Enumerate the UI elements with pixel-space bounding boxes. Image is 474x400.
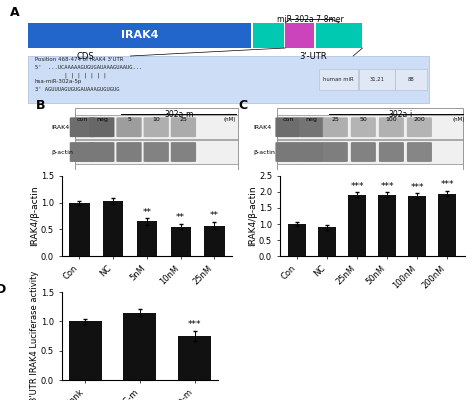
- Text: ***: ***: [380, 182, 394, 191]
- Text: con: con: [282, 117, 293, 122]
- Text: IRAK4: IRAK4: [120, 30, 158, 40]
- FancyBboxPatch shape: [394, 69, 427, 90]
- FancyBboxPatch shape: [28, 23, 251, 48]
- FancyBboxPatch shape: [117, 117, 142, 137]
- Bar: [288, 224, 306, 256]
- FancyBboxPatch shape: [407, 142, 432, 162]
- Y-axis label: IRAK4/β-actin: IRAK4/β-actin: [248, 186, 257, 246]
- Text: 200: 200: [414, 117, 425, 122]
- Text: (nM): (nM): [452, 117, 465, 122]
- FancyBboxPatch shape: [89, 117, 114, 137]
- Bar: [69, 203, 90, 256]
- FancyBboxPatch shape: [28, 56, 429, 103]
- FancyBboxPatch shape: [379, 142, 404, 162]
- FancyBboxPatch shape: [144, 142, 169, 162]
- Bar: [137, 221, 157, 256]
- Text: A: A: [10, 6, 20, 19]
- Y-axis label: 3'UTR IRAK4 Luciferase activity: 3'UTR IRAK4 Luciferase activity: [30, 270, 39, 400]
- Text: C: C: [238, 99, 247, 112]
- Text: 31.21: 31.21: [369, 77, 384, 82]
- Text: 3'-UTR: 3'-UTR: [299, 52, 327, 61]
- FancyBboxPatch shape: [89, 142, 114, 162]
- Bar: [378, 194, 396, 256]
- Bar: [171, 227, 191, 256]
- Text: 25: 25: [331, 117, 339, 122]
- FancyBboxPatch shape: [351, 142, 376, 162]
- Text: CDS: CDS: [77, 52, 95, 61]
- Text: **: **: [143, 208, 151, 216]
- FancyBboxPatch shape: [70, 117, 95, 137]
- Y-axis label: IRAK4/β-actin: IRAK4/β-actin: [30, 186, 39, 246]
- FancyBboxPatch shape: [407, 117, 432, 137]
- FancyBboxPatch shape: [275, 117, 301, 137]
- Text: 5: 5: [127, 117, 131, 122]
- FancyBboxPatch shape: [316, 23, 363, 48]
- FancyBboxPatch shape: [323, 142, 348, 162]
- Text: 25: 25: [180, 117, 187, 122]
- Text: miR-302a 7-8mer: miR-302a 7-8mer: [277, 15, 344, 24]
- Text: ***: ***: [350, 182, 364, 191]
- Text: β-actin: β-actin: [51, 150, 73, 154]
- Text: 3' AGUUUAGUGUGAUAAAGUGUGUG: 3' AGUUUAGUGUGAUAAAGUGUGUG: [35, 87, 119, 92]
- FancyBboxPatch shape: [70, 142, 95, 162]
- FancyBboxPatch shape: [285, 23, 314, 48]
- FancyBboxPatch shape: [74, 140, 238, 164]
- Text: human miR: human miR: [323, 77, 354, 82]
- Bar: [103, 201, 123, 256]
- Text: D: D: [0, 283, 6, 296]
- FancyBboxPatch shape: [359, 69, 394, 90]
- Text: ***: ***: [440, 180, 454, 190]
- Text: neg: neg: [96, 117, 108, 122]
- FancyBboxPatch shape: [323, 117, 348, 137]
- Bar: [438, 194, 456, 256]
- Text: ***: ***: [410, 183, 424, 192]
- FancyBboxPatch shape: [144, 117, 169, 137]
- Text: **: **: [176, 213, 185, 222]
- FancyBboxPatch shape: [319, 69, 358, 90]
- Text: B: B: [36, 99, 45, 112]
- FancyBboxPatch shape: [277, 140, 463, 164]
- Bar: [408, 196, 426, 256]
- Text: 10: 10: [152, 117, 160, 122]
- Bar: [178, 336, 211, 380]
- Text: ***: ***: [188, 320, 201, 329]
- Text: β-actin: β-actin: [254, 150, 275, 154]
- Bar: [69, 321, 101, 380]
- Text: 50: 50: [359, 117, 367, 122]
- Text: IRAK4: IRAK4: [254, 125, 272, 130]
- Text: IRAK4: IRAK4: [51, 125, 70, 130]
- Bar: [123, 312, 156, 380]
- Text: | | | | | | |: | | | | | | |: [35, 72, 106, 78]
- Text: con: con: [77, 117, 88, 122]
- Text: Position 468-474 of IRAK4 3'UTR: Position 468-474 of IRAK4 3'UTR: [35, 56, 123, 62]
- FancyBboxPatch shape: [277, 108, 463, 170]
- FancyBboxPatch shape: [253, 23, 284, 48]
- FancyBboxPatch shape: [117, 142, 142, 162]
- Text: (nM): (nM): [224, 117, 236, 122]
- Text: 302a-m: 302a-m: [165, 110, 194, 119]
- FancyBboxPatch shape: [74, 116, 238, 139]
- Bar: [204, 226, 225, 256]
- Bar: [318, 227, 336, 256]
- Bar: [348, 194, 366, 256]
- Text: 100: 100: [385, 117, 397, 122]
- Text: neg: neg: [306, 117, 318, 122]
- FancyBboxPatch shape: [74, 108, 238, 170]
- Text: 5'  ...UCAAAAAGUGUGAUAAAGUAAUG...: 5' ...UCAAAAAGUGUGAUAAAGUAAUG...: [35, 64, 142, 70]
- Text: **: **: [210, 211, 219, 220]
- Text: 302a-i: 302a-i: [388, 110, 412, 119]
- FancyBboxPatch shape: [379, 117, 404, 137]
- FancyBboxPatch shape: [299, 142, 324, 162]
- FancyBboxPatch shape: [277, 116, 463, 139]
- FancyBboxPatch shape: [171, 117, 196, 137]
- FancyBboxPatch shape: [275, 142, 301, 162]
- FancyBboxPatch shape: [171, 142, 196, 162]
- Text: 88: 88: [407, 77, 414, 82]
- FancyBboxPatch shape: [299, 117, 324, 137]
- FancyBboxPatch shape: [351, 117, 376, 137]
- Text: hsa-miR-302a-5p: hsa-miR-302a-5p: [35, 79, 82, 84]
